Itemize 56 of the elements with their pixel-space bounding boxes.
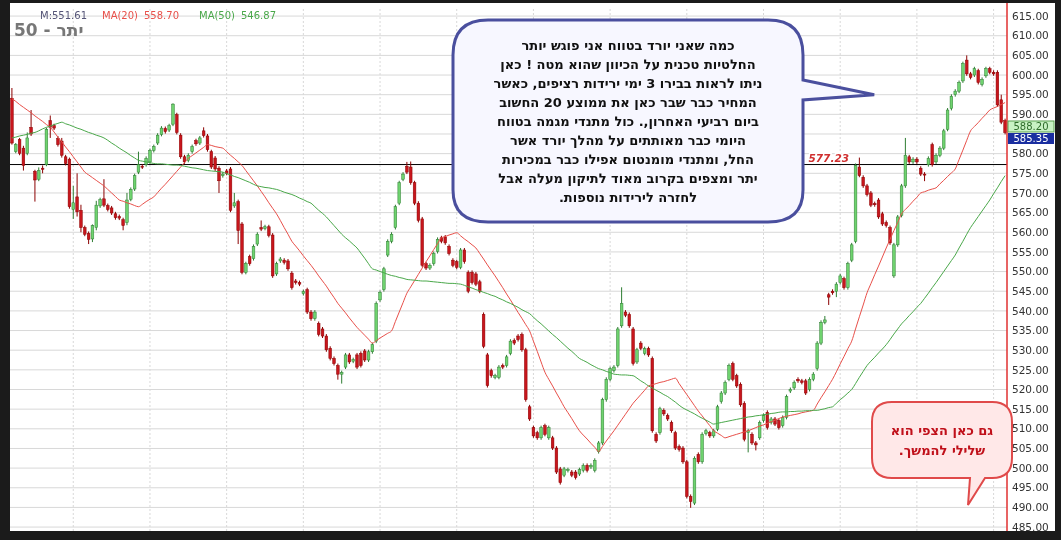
candlestick — [29, 109, 33, 137]
y-tick-label: 485.00 — [1012, 520, 1049, 533]
annotation: M:551.61 — [40, 10, 87, 21]
text: 585.35 — [1013, 133, 1049, 144]
y-tick-label: 530.00 — [1012, 343, 1049, 356]
y-tick-label: 605.00 — [1012, 49, 1049, 62]
y-tick-label: 560.00 — [1012, 225, 1049, 238]
candlestick — [102, 178, 106, 208]
y-tick-label: 600.00 — [1012, 68, 1049, 81]
candlestick — [397, 180, 401, 206]
candlestick — [930, 142, 934, 168]
y-tick-label: 535.00 — [1012, 324, 1049, 337]
y-tick-label: 550.00 — [1012, 265, 1049, 278]
y-tick-label: 515.00 — [1012, 402, 1049, 415]
y-tick-label: 490.00 — [1012, 501, 1049, 514]
candlestick — [382, 266, 386, 293]
ref-line-label: 577.23 — [808, 151, 849, 164]
y-tick-label: 540.00 — [1012, 304, 1049, 317]
candlestick — [846, 261, 850, 291]
y-tick-label: 495.00 — [1012, 481, 1049, 494]
text: MA(50) — [199, 10, 236, 21]
candlestick — [589, 462, 593, 470]
y-tick-label: 595.00 — [1012, 88, 1049, 101]
y-tick-label: 500.00 — [1012, 461, 1049, 474]
y-tick-label: 510.00 — [1012, 422, 1049, 435]
y-tick-label: 520.00 — [1012, 383, 1049, 396]
candlestick — [179, 132, 183, 160]
text: כמה שאני יורד בטווח אני פוגש יותר החלטיות טכנית על הכיוון שהוא מטה ! כאן ניתו לראות בבירו 3 ימי ירידות רציפים, כאשר המחיר כבר שבר כאן את ממוצע 20 החשוב ביום רביעי האחרון,. כול מתנדי מגמה בטווח היומי כבר מאותתים על מהלך יורד אשר החל, ומתנדי מומנטום אפילו כבר במכירות יתר ומצפים בקרוב מאוד לתיקון מעלה אבל לחזרה לירידות נוספות. — [493, 38, 763, 205]
candlestick — [290, 270, 294, 291]
text: יתר - 50 — [14, 20, 84, 40]
y-tick-label: 590.00 — [1012, 108, 1049, 121]
y-tick-label: 505.00 — [1012, 442, 1049, 455]
candlestick — [658, 406, 662, 436]
y-tick-label: 565.00 — [1012, 206, 1049, 219]
candlestick — [33, 169, 37, 203]
candlestick — [965, 54, 969, 77]
y-tick-label: 570.00 — [1012, 186, 1049, 199]
candlestick — [71, 185, 75, 220]
y-tick-label: 545.00 — [1012, 284, 1049, 297]
y-tick-label: 615.00 — [1012, 9, 1049, 22]
annotation: גם כאן הצפי הוא שלילי להמשך. — [890, 423, 994, 458]
y-tick-label: 610.00 — [1012, 29, 1049, 42]
y-tick-label: 525.00 — [1012, 363, 1049, 376]
y-tick-label: 555.00 — [1012, 245, 1049, 258]
y-tick-label: 575.00 — [1012, 166, 1049, 179]
candlestick — [175, 112, 179, 135]
candlestick — [796, 376, 800, 384]
candlestick — [850, 242, 854, 263]
text: MA(20) — [102, 10, 139, 21]
candlestick — [857, 157, 861, 178]
y-tick-label: 580.00 — [1012, 147, 1049, 160]
candlestick — [25, 131, 29, 156]
annotation: 558.70 — [144, 10, 179, 21]
candlestick — [393, 204, 397, 231]
text: 588.20 — [1013, 121, 1049, 132]
annotation: 546.87 — [241, 10, 276, 21]
